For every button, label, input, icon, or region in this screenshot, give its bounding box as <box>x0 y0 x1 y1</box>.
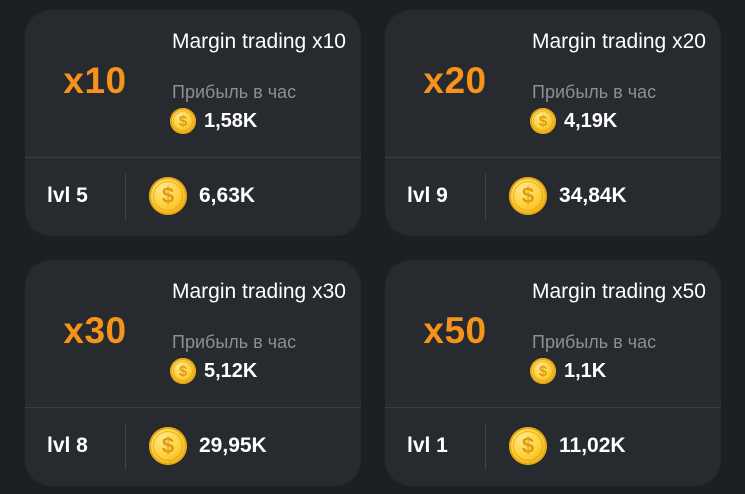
profit-per-hour-label: Прибыль в час <box>532 332 657 352</box>
profit-value: 5,12K <box>204 359 258 382</box>
dollar-coin-icon: $ <box>509 427 547 465</box>
level-label: lvl 5 <box>47 184 88 207</box>
multiplier-label: x10 <box>63 60 127 101</box>
profit-per-hour-label: Прибыль в час <box>532 82 657 102</box>
multiplier-label: x20 <box>423 60 487 101</box>
vertical-divider <box>485 424 486 470</box>
upgrade-cost: $ 11,02K <box>509 426 626 466</box>
divider <box>25 157 361 158</box>
upgrade-cost: $ 34,84K <box>509 176 627 216</box>
upgrade-card-x10[interactable]: x10 Margin trading x10 Прибыль в час $ 1… <box>25 10 361 236</box>
level-label: lvl 8 <box>47 434 88 457</box>
dollar-coin-icon: $ <box>509 177 547 215</box>
card-footer: lvl 8 $ 29,95K <box>25 408 361 486</box>
profit-value: 4,19K <box>564 109 618 132</box>
cost-value: 29,95K <box>199 434 267 457</box>
card-title: Margin trading x30 <box>172 280 346 303</box>
level-label: lvl 1 <box>407 434 448 457</box>
card-footer: lvl 9 $ 34,84K <box>385 158 721 236</box>
upgrade-card-x50[interactable]: x50 Margin trading x50 Прибыль в час $ 1… <box>385 260 721 486</box>
dollar-coin-icon: $ <box>170 358 196 384</box>
card-header: x30 Margin trading x30 Прибыль в час $ 5… <box>25 260 361 407</box>
profit-per-hour: $ 1,1K <box>530 357 606 385</box>
vertical-divider <box>125 174 126 220</box>
multiplier-label: x30 <box>63 310 127 351</box>
upgrade-card-x30[interactable]: x30 Margin trading x30 Прибыль в час $ 5… <box>25 260 361 486</box>
cost-value: 6,63K <box>199 184 256 207</box>
dollar-coin-icon: $ <box>149 177 187 215</box>
card-header: x10 Margin trading x10 Прибыль в час $ 1… <box>25 10 361 157</box>
card-footer: lvl 1 $ 11,02K <box>385 408 721 486</box>
profit-per-hour: $ 5,12K <box>170 357 257 385</box>
vertical-divider <box>485 174 486 220</box>
divider <box>385 407 721 408</box>
card-title: Margin trading x50 <box>532 280 706 303</box>
card-title: Margin trading x20 <box>532 30 706 53</box>
card-title: Margin trading x10 <box>172 30 346 53</box>
upgrade-cost: $ 29,95K <box>149 426 267 466</box>
card-header: x20 Margin trading x20 Прибыль в час $ 4… <box>385 10 721 157</box>
upgrade-card-x20[interactable]: x20 Margin trading x20 Прибыль в час $ 4… <box>385 10 721 236</box>
level-label: lvl 9 <box>407 184 448 207</box>
divider <box>25 407 361 408</box>
dollar-coin-icon: $ <box>170 108 196 134</box>
card-footer: lvl 5 $ 6,63K <box>25 158 361 236</box>
vertical-divider <box>125 424 126 470</box>
cost-value: 11,02K <box>559 434 626 457</box>
card-header: x50 Margin trading x50 Прибыль в час $ 1… <box>385 260 721 407</box>
profit-value: 1,58K <box>204 109 258 132</box>
dollar-coin-icon: $ <box>149 427 187 465</box>
profit-per-hour: $ 4,19K <box>530 107 617 135</box>
upgrade-cost: $ 6,63K <box>149 176 255 216</box>
dollar-coin-icon: $ <box>530 358 556 384</box>
divider <box>385 157 721 158</box>
profit-per-hour-label: Прибыль в час <box>172 332 297 352</box>
cost-value: 34,84K <box>559 184 627 207</box>
profit-per-hour-label: Прибыль в час <box>172 82 297 102</box>
profit-value: 1,1K <box>564 359 607 382</box>
dollar-coin-icon: $ <box>530 108 556 134</box>
profit-per-hour: $ 1,58K <box>170 107 257 135</box>
multiplier-label: x50 <box>423 310 487 351</box>
